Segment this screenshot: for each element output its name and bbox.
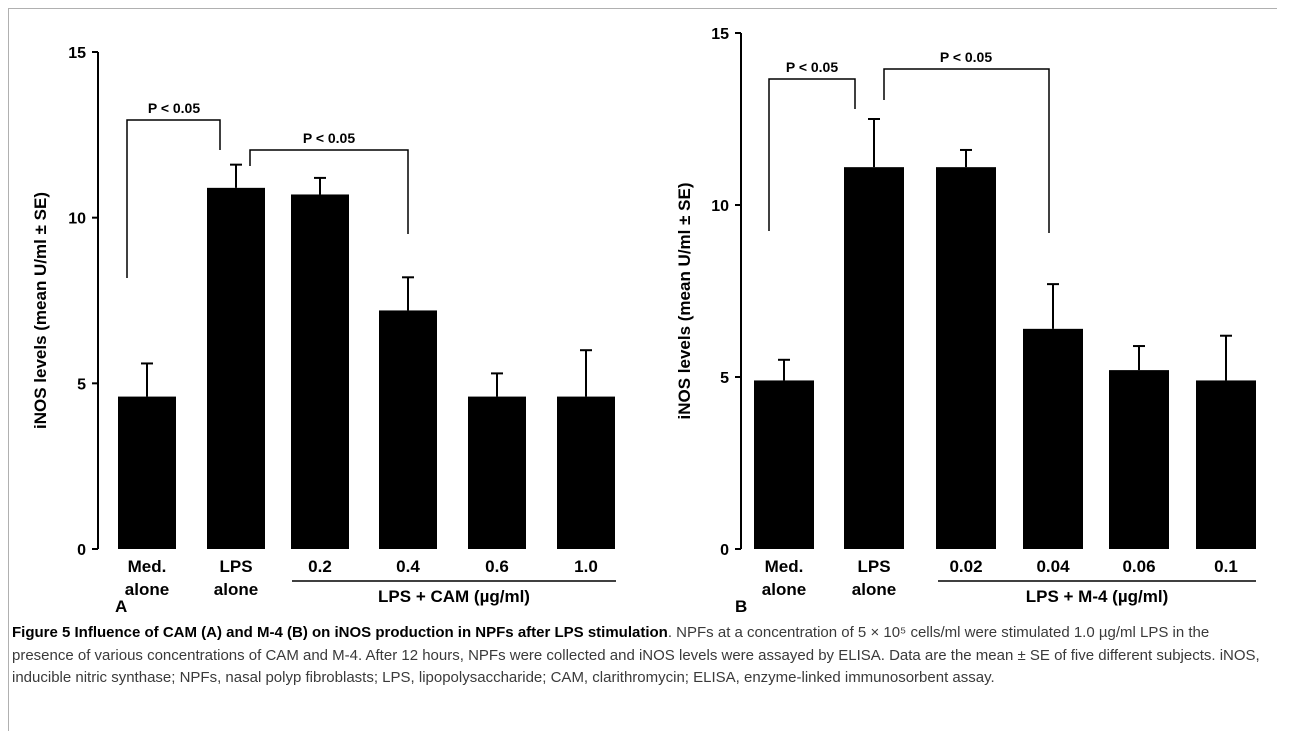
panel-b-significance-label: P < 0.05 [786, 59, 839, 75]
caption-body: . NPFs at a concentration of 5 × 10⁵ cel… [12, 624, 1260, 686]
panel-a-bar [557, 396, 615, 549]
panel-a-y-axis-label: iNOS levels (mean U/ml ± SE) [31, 192, 50, 429]
panel-b-significance-bracket [768, 78, 856, 231]
panel-b-y-tick-label: 0 [720, 542, 729, 559]
panel-b-category-label: 0.1 [1214, 557, 1238, 576]
panel-a-category-label: alone [214, 580, 258, 599]
panel-a-y-tick-label: 5 [77, 376, 86, 393]
panel-b-category-label: Med. [765, 557, 804, 576]
panel-b-bar [844, 167, 904, 549]
panel-b-category-label: alone [762, 580, 806, 599]
panel-a-bar [207, 187, 265, 549]
panel-a-category-label: 0.6 [485, 557, 509, 576]
figure-caption: Figure 5 Influence of CAM (A) and M-4 (B… [12, 622, 1272, 690]
panel-a-bar [118, 396, 176, 549]
panel-a-category-label: alone [125, 580, 169, 599]
panel-b-bar [1023, 328, 1083, 549]
panel-b-bar [1196, 380, 1256, 549]
panel-a-significance-label: P < 0.05 [303, 130, 356, 146]
panel-b-y-tick-label: 15 [711, 26, 729, 43]
panel-b-category-label: LPS [857, 557, 890, 576]
panel-b-category-label: 0.02 [949, 557, 982, 576]
panel-b-bar [1109, 370, 1169, 549]
panel-a-y-tick-label: 15 [68, 45, 86, 62]
panel-b-significance-bracket [883, 68, 1050, 233]
panel-b-category-label: alone [852, 580, 896, 599]
panel-b-bar [754, 380, 814, 549]
panel-a-category-label: Med. [128, 557, 167, 576]
panel-a-group-label: LPS + CAM (µg/ml) [378, 587, 530, 606]
panel-b-bar [936, 167, 996, 549]
panel-a-y-tick-label: 10 [68, 211, 86, 228]
panel-a-category-label: 0.4 [396, 557, 420, 576]
panel-b-y-axis-label: iNOS levels (mean U/ml ± SE) [675, 182, 694, 419]
panel-a-bar [291, 194, 349, 549]
panel-a-category-label: 0.2 [308, 557, 332, 576]
figure-frame [8, 8, 1277, 731]
panel-a-category-label: LPS [219, 557, 252, 576]
panel-b-category-label: 0.04 [1036, 557, 1070, 576]
panel-b-group-label: LPS + M-4 (µg/ml) [1026, 587, 1169, 606]
panel-a-bar [379, 310, 437, 549]
panel-a-category-label: 1.0 [574, 557, 598, 576]
panel-b-significance-label: P < 0.05 [940, 49, 993, 65]
panel-a-significance-bracket [249, 149, 409, 234]
panel-b-letter: B [735, 597, 747, 616]
panel-b-y-tick-label: 10 [711, 198, 729, 215]
panel-a-significance-label: P < 0.05 [148, 100, 201, 116]
caption-title: Figure 5 Influence of CAM (A) and M-4 (B… [12, 624, 668, 641]
panel-a-significance-bracket [126, 119, 221, 278]
charts-svg: 0 5 10 15 iNOS levels (mean U/ml ± SE) Med. al… [31, 26, 1256, 616]
panel-b-y-tick-label: 5 [720, 370, 729, 387]
panel-a-bar [468, 396, 526, 549]
panel-a-y-tick-label: 0 [77, 542, 86, 559]
panel-b-category-label: 0.06 [1122, 557, 1155, 576]
panel-a-letter: A [115, 597, 127, 616]
